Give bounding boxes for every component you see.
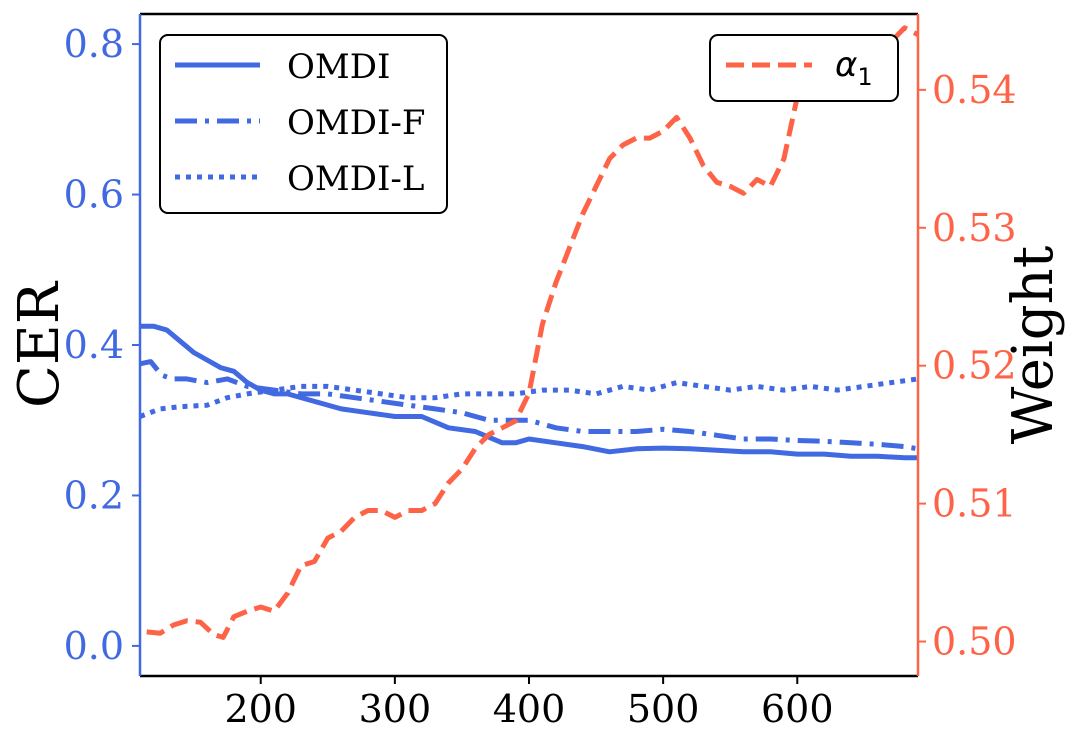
y-axis-title: CER: [7, 280, 72, 408]
y2-tick-label: 0.50: [932, 620, 1017, 664]
y2-axis-title: Weight: [1001, 245, 1066, 444]
y2-tick-label: 0.53: [932, 206, 1017, 250]
y2-tick-label: 0.52: [932, 344, 1017, 388]
series-line-3: [146, 25, 920, 640]
x-tick-label: 500: [627, 687, 700, 731]
legend-right: α1: [709, 34, 899, 102]
legend-alpha-symbol: α: [835, 45, 857, 85]
series-line-0: [140, 323, 918, 461]
y-tick-label: 0.8: [64, 22, 124, 66]
series-line-2: [139, 376, 919, 419]
tick-layer: 200 300 400 500 600 0.0 0.2 0.4 0.6 0.8 0.50 0.51 0.…: [64, 22, 1017, 731]
x-tick-label: 300: [359, 687, 432, 731]
y2-tick-label: 0.54: [932, 68, 1017, 112]
y-tick-label: 0.6: [64, 173, 124, 217]
legend-label-omdi-f: OMDI-F: [287, 103, 425, 143]
legend-left-box: [159, 34, 448, 214]
x-tick-label: 400: [493, 687, 566, 731]
legend-right-box: [709, 34, 899, 102]
legend-left: OMDI OMDI-F OMDI-L: [159, 34, 448, 214]
y-tick-label: 0.0: [64, 624, 124, 668]
series-layer: [139, 25, 920, 640]
x-tick-label: 200: [224, 687, 297, 731]
series-line-1: [139, 359, 919, 452]
legend-label-alpha1: α1: [835, 45, 873, 91]
x-tick-label: 600: [761, 687, 834, 731]
legend-label-omdi-l: OMDI-L: [287, 159, 424, 199]
y-tick-label: 0.4: [64, 323, 124, 367]
y-tick-label: 0.2: [64, 473, 124, 517]
legend-label-omdi: OMDI: [287, 47, 390, 87]
y2-tick-label: 0.51: [932, 482, 1017, 526]
legend-alpha-subscript: 1: [857, 63, 872, 91]
